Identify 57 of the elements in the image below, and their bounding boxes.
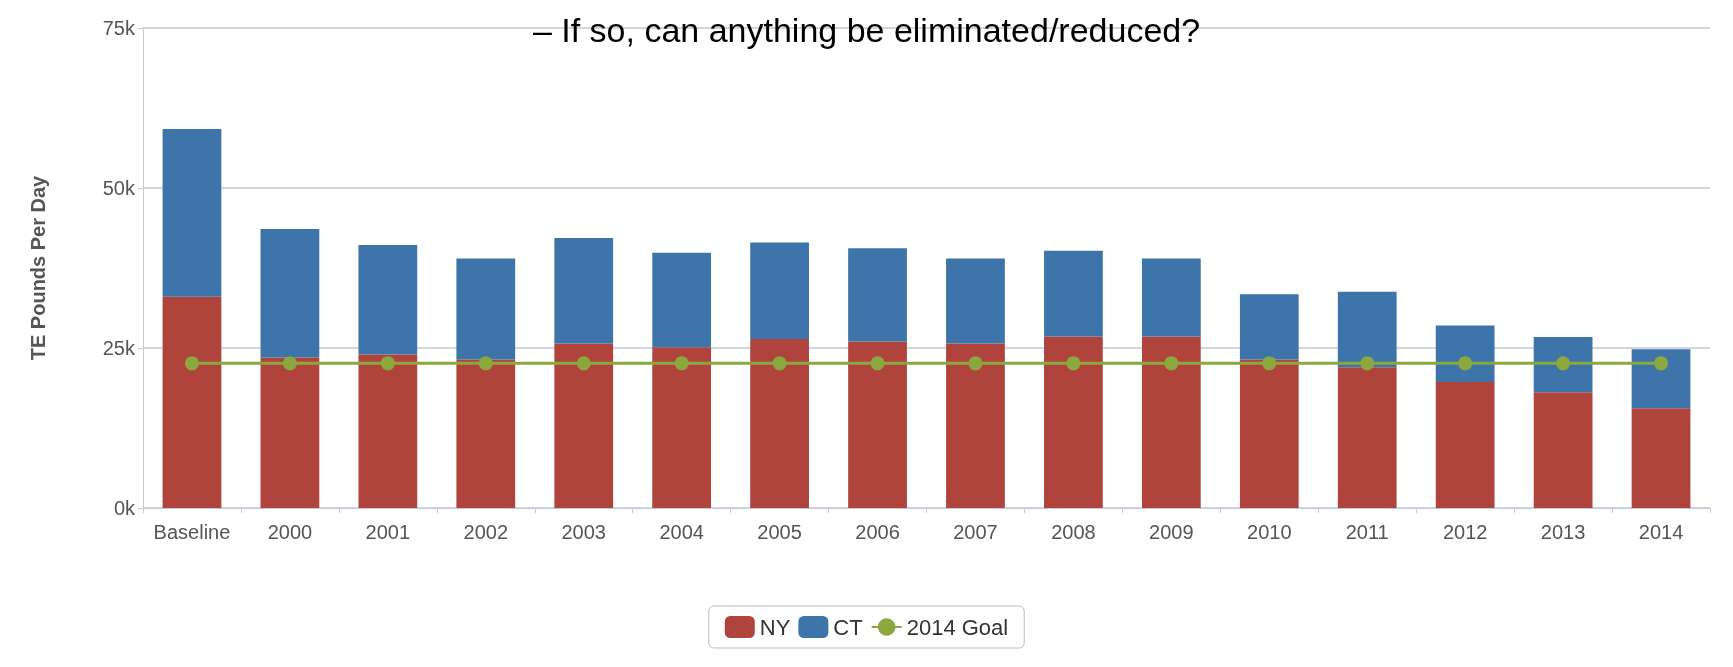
- bar: [260, 357, 320, 508]
- bar: [946, 343, 1005, 508]
- x-tick-label: 2004: [659, 521, 704, 543]
- y-axis-title: TE Pounds Per Day: [27, 174, 49, 361]
- x-tick-label: 2002: [463, 521, 509, 543]
- bar: [260, 228, 320, 358]
- bar: [1141, 258, 1201, 337]
- legend-label: 2014 Goal: [906, 614, 1009, 640]
- bar: [946, 258, 1005, 344]
- bar: [750, 242, 809, 340]
- x-tick-label: 2006: [855, 521, 900, 543]
- bar: [652, 347, 712, 508]
- bar: [750, 339, 809, 508]
- bar: [162, 296, 222, 508]
- bar: [358, 354, 418, 508]
- bar: [1239, 359, 1299, 508]
- x-tick-label: 2005: [757, 521, 802, 543]
- x-tick-label: 2009: [1149, 521, 1194, 543]
- x-tick-label: 2010: [1247, 521, 1292, 543]
- bar: [1044, 250, 1103, 337]
- bar: [456, 258, 516, 360]
- bar: [1631, 349, 1691, 409]
- x-tick-label: 2007: [953, 521, 998, 543]
- legend-label: CT: [833, 614, 863, 640]
- bar: [1044, 336, 1103, 508]
- bar: [1533, 337, 1593, 393]
- x-tick-label: 2011: [1345, 521, 1389, 543]
- bar: [1631, 408, 1691, 508]
- x-tick-label: 2014: [1638, 521, 1684, 543]
- x-tick-label: 2013: [1540, 521, 1586, 543]
- bar: [1435, 381, 1495, 508]
- bar: [1337, 291, 1397, 368]
- x-tick-label: 2008: [1051, 521, 1096, 543]
- legend-label: NY: [759, 614, 791, 640]
- y-tick-label: 0k: [113, 497, 136, 519]
- bar: [1239, 294, 1299, 360]
- chart-title: – If so, can anything be eliminated/reduced?: [532, 11, 1201, 49]
- bar: [848, 248, 907, 342]
- y-tick-label: 25k: [102, 337, 136, 359]
- x-tick-label: Baseline: [153, 521, 231, 543]
- bar: [1141, 336, 1201, 508]
- x-tick-label: 2003: [561, 521, 606, 543]
- y-tick-label: 75k: [102, 17, 136, 39]
- bar: [1337, 367, 1397, 508]
- bar: [456, 359, 516, 508]
- bar: [1435, 325, 1495, 382]
- bar: [162, 129, 222, 297]
- x-tick-label: 2001: [365, 521, 411, 543]
- y-tick-label: 50k: [102, 177, 136, 199]
- bar: [554, 343, 614, 508]
- bar: [848, 341, 907, 508]
- x-tick-label: 2012: [1442, 521, 1488, 543]
- bar: [1533, 392, 1593, 508]
- x-tick-label: 2000: [267, 521, 313, 543]
- bar: [358, 244, 418, 355]
- bar: [554, 237, 614, 344]
- bar: [652, 252, 712, 348]
